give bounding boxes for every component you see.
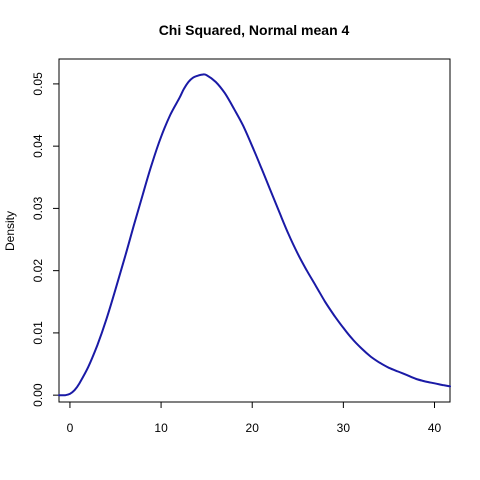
y-tick-label: 0.01 [31,321,45,345]
y-axis-label: Density [3,211,17,251]
y-tick-label: 0.02 [31,259,45,283]
x-tick-label: 10 [154,421,168,435]
chart-title: Chi Squared, Normal mean 4 [159,22,350,38]
x-tick-label: 0 [67,421,74,435]
plot-frame [58,58,451,403]
y-tick-label: 0.05 [31,72,45,96]
y-axis: 0.00 0.01 0.02 0.03 0.04 0.05 [31,72,59,407]
y-tick-label: 0.00 [31,383,45,407]
x-tick-label: 40 [428,421,442,435]
y-tick-label: 0.04 [31,134,45,158]
x-tick-label: 20 [246,421,260,435]
y-tick-label: 0.03 [31,196,45,220]
x-tick-label: 30 [337,421,351,435]
density-line [58,73,451,397]
x-axis: 0 10 20 30 40 [67,402,442,435]
